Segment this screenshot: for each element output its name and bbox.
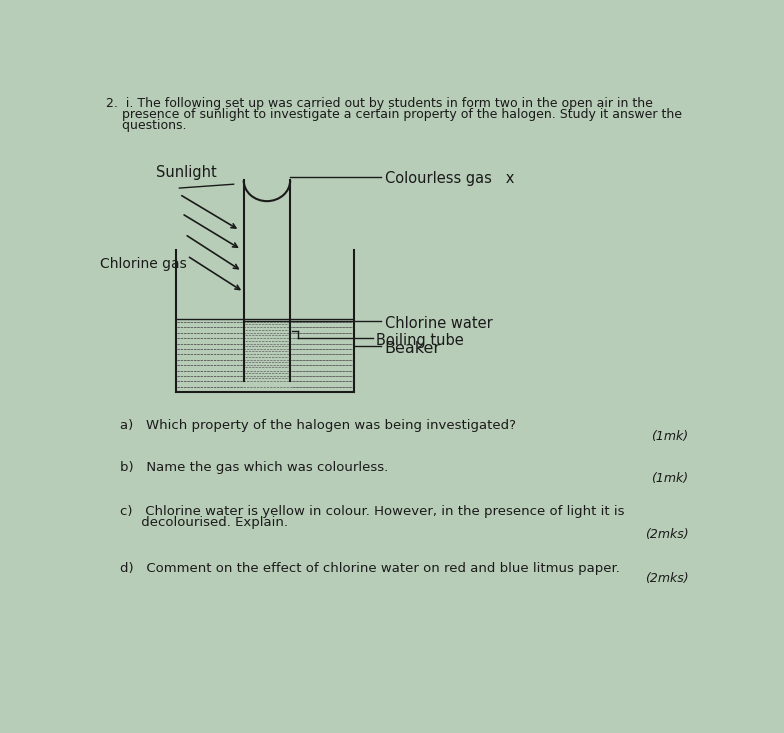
Text: c)   Chlorine water is yellow in colour. However, in the presence of light it is: c) Chlorine water is yellow in colour. H… [120,505,624,518]
Text: questions.: questions. [106,119,187,132]
Text: Beaker: Beaker [385,341,441,356]
Text: d)   Comment on the effect of chlorine water on red and blue litmus paper.: d) Comment on the effect of chlorine wat… [120,561,619,575]
Text: presence of sunlight to investigate a certain property of the halogen. Study it : presence of sunlight to investigate a ce… [106,108,682,121]
Text: Chlorine gas: Chlorine gas [100,257,187,271]
Text: Sunlight: Sunlight [156,165,217,180]
Text: (1mk): (1mk) [652,430,688,443]
Text: (2mks): (2mks) [645,572,688,585]
Text: Chlorine water: Chlorine water [385,316,492,331]
Text: decolourised. Explain.: decolourised. Explain. [120,516,288,529]
Text: b)   Name the gas which was colourless.: b) Name the gas which was colourless. [120,461,388,474]
Text: (2mks): (2mks) [645,528,688,542]
Text: Colourless gas   x: Colourless gas x [385,171,514,186]
Text: (1mk): (1mk) [652,472,688,485]
Text: a)   Which property of the halogen was being investigated?: a) Which property of the halogen was bei… [120,419,516,432]
Text: Boiling tube: Boiling tube [376,333,464,348]
Text: 2.  i. The following set up was carried out by students in form two in the open : 2. i. The following set up was carried o… [106,97,652,110]
